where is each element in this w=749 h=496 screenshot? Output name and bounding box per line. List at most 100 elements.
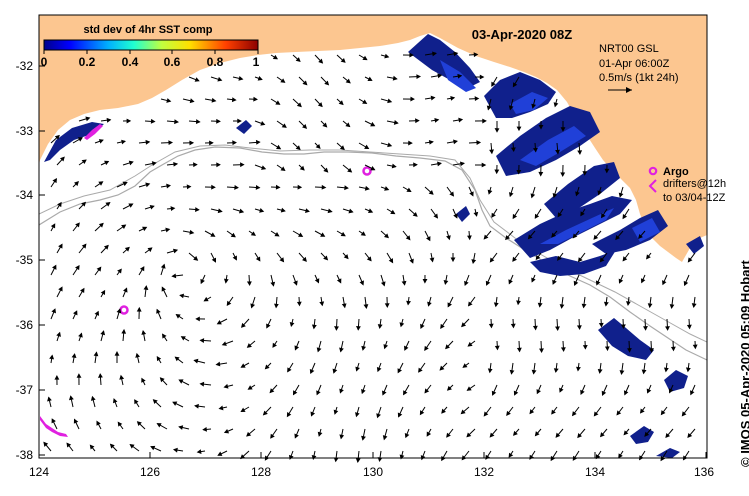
current-vector-head <box>404 345 409 351</box>
current-vector-head <box>384 53 390 59</box>
current-vector-head <box>580 389 585 395</box>
current-vector-head <box>447 302 452 308</box>
current-vector-head <box>240 363 246 368</box>
current-vector-head <box>600 432 605 438</box>
current-vector-head <box>276 144 282 150</box>
current-vector-head <box>121 139 127 145</box>
current-vector-head <box>298 232 304 237</box>
current-vector-head <box>361 345 367 351</box>
current-vector-head <box>186 184 192 190</box>
current-vector-head <box>348 208 354 214</box>
current-vector-head <box>363 304 369 309</box>
current-vector-head <box>150 445 156 451</box>
current-vector-head <box>172 447 178 453</box>
current-vector-head <box>662 280 667 286</box>
current-vector-head <box>459 161 465 167</box>
current-vector-head <box>533 147 538 153</box>
current-vector-head <box>403 390 408 396</box>
current-vector-head <box>393 119 399 125</box>
current-vector-head <box>302 80 308 86</box>
current-vector-head <box>324 80 330 86</box>
current-vector-head <box>315 143 321 149</box>
current-vector-head <box>601 213 606 219</box>
current-vector-head <box>293 280 298 286</box>
current-vector-head <box>66 442 72 448</box>
current-vector-head <box>469 191 474 197</box>
current-vector-head <box>397 368 402 374</box>
current-vector-head <box>52 178 57 184</box>
current-vector-head <box>299 165 305 171</box>
current-vector-head <box>311 455 317 461</box>
current-vector-head <box>360 231 366 236</box>
colorbar-tick: 0.6 <box>164 55 181 69</box>
current-vector-head <box>458 117 464 123</box>
current-vector-head <box>279 257 285 263</box>
x-tick-label: 126 <box>140 465 160 479</box>
current-vector-head <box>339 388 344 394</box>
current-vector-head <box>141 329 147 335</box>
current-vector-head <box>582 344 588 350</box>
current-vector-head <box>491 212 496 218</box>
argo-float-marker <box>362 166 372 176</box>
current-vector-head <box>462 363 468 368</box>
current-vector-head <box>216 162 221 168</box>
current-vector-head <box>172 401 178 406</box>
current-vector-head <box>627 348 632 353</box>
current-vector-head <box>551 409 556 415</box>
current-vector-head <box>647 303 653 309</box>
current-vector-head <box>280 207 286 213</box>
current-vector-head <box>489 257 495 263</box>
scale-arrow-head <box>626 87 632 93</box>
current-vector-head <box>643 326 648 331</box>
current-vector-head <box>392 75 398 81</box>
current-vector-head <box>618 278 624 284</box>
current-vector-head <box>489 149 494 155</box>
current-vector-head <box>152 399 158 405</box>
current-vector-head <box>384 186 390 191</box>
current-vector-head <box>255 185 261 190</box>
current-vector-head <box>516 126 522 132</box>
current-vector-head <box>75 222 80 228</box>
current-vector-head <box>145 139 151 145</box>
current-vector-head <box>390 209 396 215</box>
current-vector-head <box>323 255 329 261</box>
current-vector-head <box>289 322 295 328</box>
current-vector-head <box>430 95 436 101</box>
current-vector-head <box>81 201 87 207</box>
current-vector-head <box>415 118 420 124</box>
current-vector-head <box>305 208 310 214</box>
current-vector-head <box>604 168 610 174</box>
y-tick-label: -33 <box>16 124 34 138</box>
current-vector-head <box>427 301 432 307</box>
current-vector-head <box>238 208 245 214</box>
current-vector-head <box>370 166 376 171</box>
current-vector-head <box>577 433 582 439</box>
current-vector-head <box>126 118 132 124</box>
current-vector-head <box>117 421 123 427</box>
current-vector-head <box>603 301 609 307</box>
current-vector-head <box>81 243 87 249</box>
current-vector-head <box>482 118 487 124</box>
current-vector-head <box>217 451 223 456</box>
current-vector-head <box>77 137 83 142</box>
current-vector-head <box>387 98 393 104</box>
current-vector-head <box>409 52 414 58</box>
x-tick-label: 130 <box>363 465 383 479</box>
current-vector-head <box>383 344 389 350</box>
current-vector-head <box>221 341 227 346</box>
current-vector-head <box>576 366 581 372</box>
current-vector-head <box>98 181 104 186</box>
current-vector-head <box>356 326 361 331</box>
current-vector-head <box>383 233 389 239</box>
current-vector-head <box>341 303 347 309</box>
current-vector-head <box>275 184 281 190</box>
current-vector-head <box>450 95 456 101</box>
current-vector-head <box>597 190 603 196</box>
current-vector-head <box>464 280 469 286</box>
current-vector-head <box>179 293 185 299</box>
current-vector-head <box>397 412 403 418</box>
current-vector-head <box>339 145 345 151</box>
current-vector-head <box>416 74 422 80</box>
current-vector-head <box>250 231 256 236</box>
current-vector-head <box>532 325 538 331</box>
